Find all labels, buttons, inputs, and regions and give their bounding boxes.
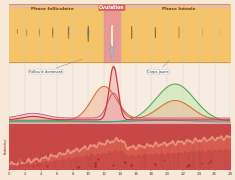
Text: Follicule dominant: Follicule dominant	[29, 59, 82, 74]
Circle shape	[88, 28, 89, 38]
Text: Ovulation: Ovulation	[99, 5, 125, 10]
Text: Corps jaune: Corps jaune	[148, 60, 169, 74]
Circle shape	[68, 26, 69, 39]
Text: Endomètre: Endomètre	[4, 138, 8, 154]
Circle shape	[155, 27, 156, 38]
Circle shape	[88, 26, 89, 42]
Text: Phase lutéale: Phase lutéale	[162, 7, 196, 11]
Circle shape	[155, 30, 156, 36]
Circle shape	[68, 28, 69, 35]
Circle shape	[131, 26, 132, 39]
Text: Phase folliculaire: Phase folliculaire	[31, 7, 74, 11]
